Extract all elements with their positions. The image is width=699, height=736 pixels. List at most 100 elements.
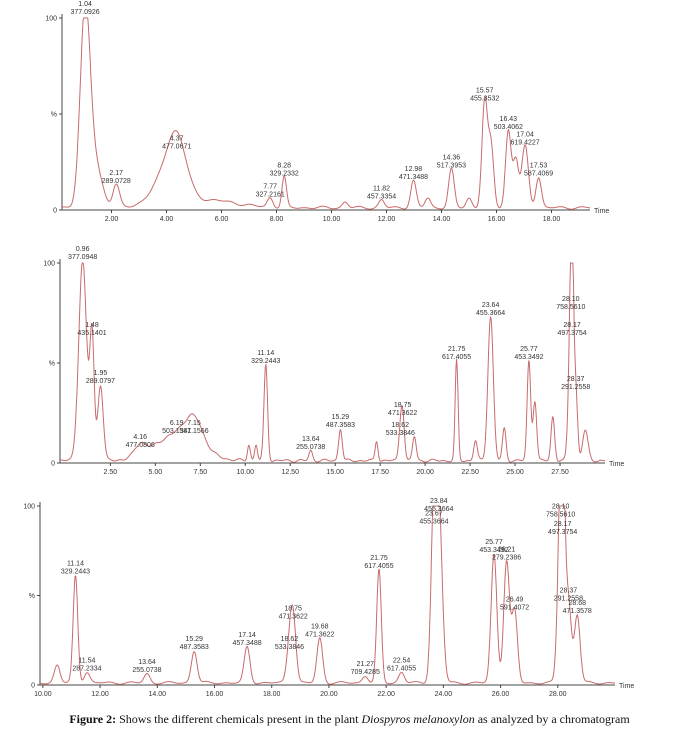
peak-mz-label: 617.4055 [442,354,471,361]
peak-mz-label: 533.3846 [386,430,415,437]
peak-label: 21.27 [356,661,374,668]
peak-mz-label: 377.0948 [68,254,97,261]
y-tick-label: 100 [23,504,35,511]
peak-label: 18.62 [392,422,410,429]
peak-mz-label: 255.0738 [296,444,325,451]
peak-mz-label: 591.4072 [500,604,529,611]
peak-label: 2.17 [109,170,123,177]
peak-mz-label: 327.2161 [256,191,285,198]
x-tick-label: 14.00 [149,691,167,698]
peak-label: 6.19 [170,420,184,427]
y-tick-label: % [49,361,55,368]
peak-mz-label: 377.0926 [70,9,99,16]
x-tick-label: 4.00 [160,216,174,223]
peak-label: 17.14 [238,632,256,639]
peak-label: 18.75 [394,402,412,409]
peak-label: 1.48 [85,322,99,329]
peak-mz-label: 471.3622 [388,410,417,417]
x-tick-label: 5.00 [149,469,163,476]
y-tick-label: % [51,112,57,119]
peak-label: 28.37 [567,376,585,383]
peak-label: 11.54 [78,657,95,664]
peak-label: 7.77 [263,183,277,190]
x-tick-label: 15.00 [326,469,344,476]
x-tick-label: 10.00 [236,469,254,476]
peak-mz-label: 471.3622 [305,631,334,638]
peak-mz-label: 255.0738 [132,667,161,674]
peak-mz-label: 487.3583 [326,422,355,429]
peak-label: 28.17 [554,521,572,528]
peak-label: 0.96 [76,246,90,253]
peak-label: 23.67 [425,510,443,517]
y-tick-label: 0 [31,683,35,690]
peak-label: 1.95 [94,370,108,377]
peak-mz-label: 617.4055 [364,563,393,570]
peak-mz-label: 503.1341 [162,428,191,435]
y-tick-label: 100 [43,261,55,268]
peak-label: 25.77 [520,346,538,353]
peak-mz-label: 291.2558 [554,595,583,602]
peak-label: 28.68 [568,600,586,607]
peak-mz-label: 453.3492 [479,547,508,554]
y-tick-label: % [29,593,35,600]
x-tick-label: 2.00 [105,216,119,223]
x-tick-label: 18.00 [543,216,561,223]
peak-label: 23.84 [430,498,448,505]
peak-mz-label: 709.4285 [351,669,380,676]
x-tick-label: 10.00 [323,216,341,223]
peak-mz-label: 471.3622 [279,613,308,620]
peak-mz-label: 533.3846 [275,644,304,651]
peak-mz-label: 587.1566 [179,428,208,435]
peak-label: 28.10 [562,296,580,303]
peak-mz-label: 758.5610 [556,304,585,311]
peak-mz-label: 455.3664 [476,310,505,317]
peak-mz-label: 287.2334 [72,665,101,672]
x-tick-label: 12.00 [91,691,109,698]
peak-mz-label: 471.3578 [563,608,592,615]
x-tick-label: 6.00 [215,216,229,223]
x-tick-label: 10.00 [34,691,52,698]
peak-mz-label: 457.3488 [233,640,262,647]
peak-mz-label: 497.3754 [557,330,586,337]
chromatogram-bottom: 100% 010.00 12.00 14.00 16.00 18.00 20.00 22.00… [23,498,634,698]
x-tick-label: 7.50 [193,469,207,476]
peak-label: 28.10 [552,503,570,510]
x-tick-label: 22.00 [377,691,395,698]
peak-label: 16.43 [500,116,518,123]
x-tick-label: 16.00 [206,691,224,698]
chromatogram-trace [61,17,590,210]
peak-mz-label: 435.1401 [77,330,106,337]
x-tick-label: 20.00 [320,691,338,698]
caption-text-before: Shows the different chemicals present in… [119,712,359,726]
peak-label: 11.14 [257,350,274,357]
peak-mz-label: 471.3488 [399,174,428,181]
peak-label: 21.75 [448,346,466,353]
x-axis-label: Time [609,461,624,468]
peak-label: 17.53 [530,162,548,169]
peak-mz-label: 289.0728 [102,178,131,185]
peak-label: 4.16 [133,434,147,441]
peak-mz-label: 587.4069 [524,170,553,177]
peak-mz-label: 291.2558 [561,384,590,391]
peak-label: 15.57 [476,87,494,94]
peak-label: 13.64 [302,436,320,443]
x-tick-label: 14.00 [433,216,451,223]
peak-label: 4.37 [170,135,184,142]
x-tick-label: 12.00 [378,216,396,223]
peak-mz-label: 455.3532 [470,95,499,102]
caption-text-after: as analyzed by a chromatogram [477,712,630,726]
peak-label: 18.75 [284,605,302,612]
caption-species: Diospyros melanoxylon [361,712,475,726]
peak-label: 25.77 [485,539,503,546]
peak-label: 11.82 [373,185,390,192]
peak-mz-label: 619.4227 [510,140,539,147]
peak-label: 28.37 [560,587,578,594]
peak-mz-label: 517.3953 [437,163,466,170]
caption-label: Figure 2: [69,712,117,726]
x-tick-label: 16.00 [488,216,506,223]
peak-mz-label: 477.0806 [126,442,155,449]
peak-label: 15.29 [332,414,350,421]
peak-label: 15.29 [185,636,203,643]
chromatogram-trace [60,262,606,463]
peak-mz-label: 487.3583 [180,644,209,651]
